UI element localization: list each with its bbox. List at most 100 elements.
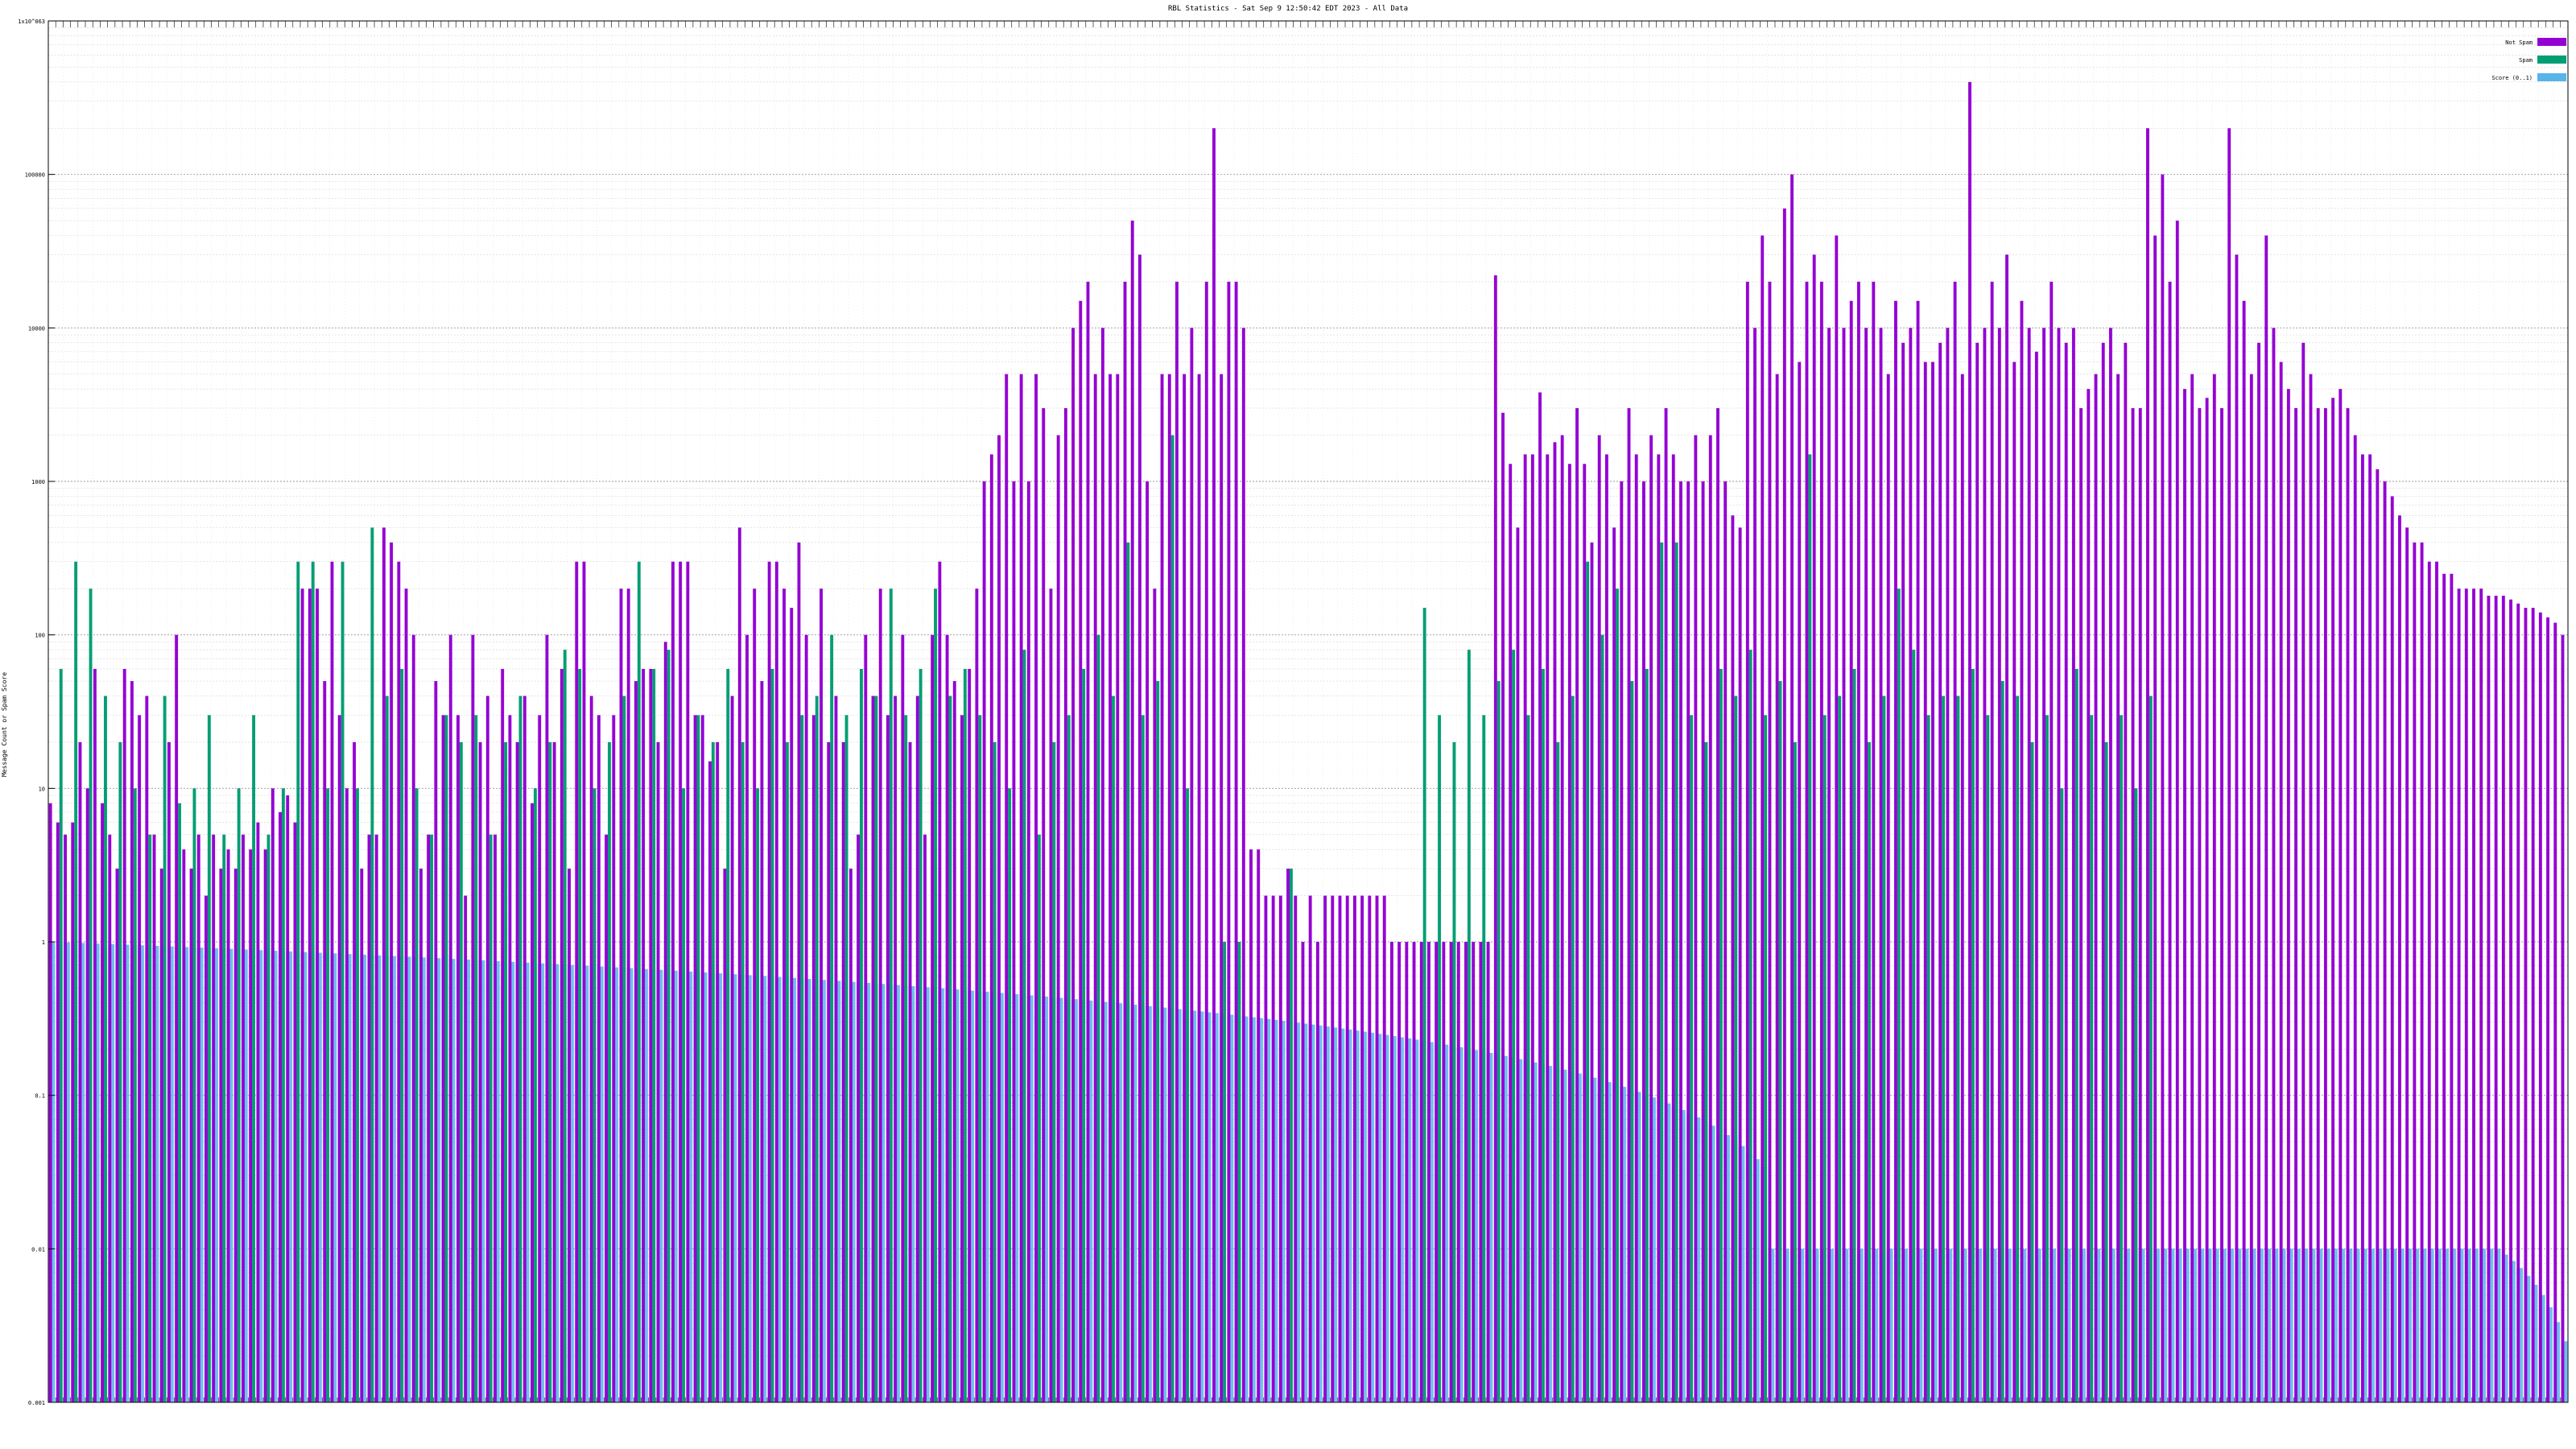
bar-not-spam — [857, 834, 861, 1402]
bar-not-spam — [2420, 542, 2424, 1402]
bar-not-spam — [1375, 895, 1379, 1402]
y-tick-label: 0.01 — [31, 1246, 45, 1253]
bar-not-spam — [1657, 454, 1661, 1402]
bar-not-spam — [1442, 942, 1446, 1402]
bar-not-spam — [263, 849, 267, 1402]
bar-not-spam — [1331, 895, 1335, 1402]
bar-spam — [889, 588, 893, 1402]
y-tick-label: 0.001 — [28, 1400, 45, 1406]
bar-spam — [1630, 681, 1634, 1402]
bar-spam — [1942, 696, 1945, 1402]
bar-not-spam — [634, 681, 638, 1402]
bar-not-spam — [1679, 481, 1682, 1402]
bar-not-spam — [559, 668, 564, 1402]
bar-not-spam — [456, 715, 460, 1402]
bar-spam — [1838, 696, 1842, 1402]
bar-not-spam — [708, 761, 712, 1402]
bar-not-spam — [1278, 895, 1282, 1402]
bar-spam — [1452, 741, 1456, 1402]
bar-not-spam — [1716, 408, 1719, 1403]
bar-spam — [1512, 650, 1516, 1402]
bar-not-spam — [360, 869, 364, 1402]
bar-not-spam — [1464, 942, 1468, 1402]
bar-spam — [1912, 650, 1916, 1402]
bar-not-spam — [2138, 408, 2142, 1403]
bar-not-spam — [2464, 588, 2468, 1402]
bar-not-spam — [2198, 408, 2202, 1403]
bar-not-spam — [212, 834, 216, 1402]
bar-not-spam — [522, 696, 526, 1402]
bar-spam — [578, 668, 582, 1402]
bar-not-spam — [2390, 496, 2394, 1402]
bar-not-spam — [1397, 942, 1402, 1402]
bar-not-spam — [1079, 300, 1083, 1403]
bar-not-spam — [552, 741, 556, 1402]
bar-not-spam — [1063, 408, 1067, 1403]
bar-not-spam — [908, 741, 912, 1402]
bar-not-spam — [493, 834, 497, 1402]
bar-not-spam — [834, 696, 838, 1402]
bar-not-spam — [797, 542, 801, 1402]
bar-not-spam — [1604, 454, 1608, 1402]
bar-score — [419, 957, 426, 1402]
bar-not-spam — [374, 834, 378, 1402]
bar-spam — [178, 803, 181, 1402]
bar-not-spam — [1026, 481, 1030, 1402]
bar-not-spam — [931, 634, 935, 1402]
bar-spam — [1082, 668, 1086, 1402]
bar-spam — [2016, 696, 2020, 1402]
bar-not-spam — [2168, 281, 2172, 1402]
bar-score — [656, 969, 663, 1402]
bar-not-spam — [1427, 942, 1430, 1402]
bar-spam — [1223, 942, 1226, 1402]
bar-not-spam — [2050, 281, 2054, 1402]
bar-not-spam — [1435, 942, 1439, 1402]
bar-spam — [1467, 650, 1471, 1402]
bar-spam — [770, 668, 774, 1402]
bar-spam — [1734, 696, 1738, 1402]
legend-swatch — [2537, 73, 2566, 81]
bar-spam — [1971, 668, 1975, 1402]
bar-not-spam — [819, 588, 824, 1402]
bar-not-spam — [204, 895, 208, 1402]
bar-not-spam — [790, 608, 794, 1402]
bar-not-spam — [923, 834, 927, 1402]
bar-not-spam — [1019, 374, 1023, 1402]
bar-not-spam — [1167, 374, 1171, 1402]
bar-not-spam — [464, 895, 468, 1402]
bar-not-spam — [656, 741, 660, 1402]
bar-not-spam — [2027, 328, 2031, 1402]
bar-not-spam — [975, 588, 979, 1402]
bar-not-spam — [878, 588, 882, 1402]
bar-spam — [682, 788, 685, 1402]
bar-not-spam — [1390, 942, 1393, 1402]
bar-not-spam — [2190, 374, 2194, 1402]
bar-not-spam — [1627, 408, 1631, 1403]
legend-swatch — [2537, 38, 2566, 46]
bar-not-spam — [411, 634, 415, 1402]
bar-spam — [711, 741, 715, 1402]
bar-not-spam — [1308, 895, 1312, 1402]
bar-not-spam — [901, 634, 905, 1402]
y-tick-label: 100 — [35, 633, 45, 639]
bar-not-spam — [219, 869, 223, 1402]
bar-not-spam — [1160, 374, 1164, 1402]
bar-spam — [1897, 588, 1901, 1402]
bar-not-spam — [1123, 281, 1127, 1402]
bar-not-spam — [293, 822, 297, 1402]
bar-not-spam — [1138, 254, 1141, 1403]
bar-not-spam — [1257, 849, 1261, 1402]
bar-not-spam — [2153, 235, 2157, 1403]
bar-not-spam — [1842, 328, 1846, 1402]
bar-not-spam — [997, 435, 1001, 1402]
y-tick-label: 0.1 — [35, 1093, 45, 1100]
bar-not-spam — [2435, 561, 2438, 1402]
bar-spam — [207, 715, 211, 1402]
bar-not-spam — [982, 481, 986, 1402]
bar-spam — [1660, 542, 1664, 1402]
bar-spam — [563, 650, 567, 1402]
bar-not-spam — [1990, 281, 1994, 1402]
bar-not-spam — [2064, 342, 2068, 1403]
bar-not-spam — [382, 527, 386, 1402]
bar-not-spam — [2494, 595, 2498, 1402]
